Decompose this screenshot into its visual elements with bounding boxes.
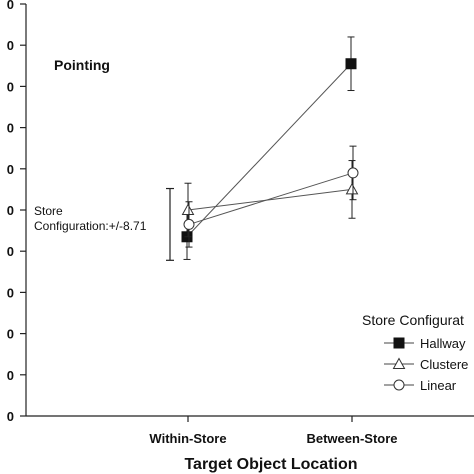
annotation-text-line: Store: [34, 204, 63, 218]
legend-marker: [393, 337, 405, 349]
y-tick-label: 0: [7, 368, 14, 383]
series-hallway: [181, 36, 357, 260]
legend: Store Configurat Hallway Clustere Linear: [362, 312, 468, 393]
y-tick-label: 0: [7, 79, 14, 94]
y-tick-label: 0: [7, 0, 14, 12]
legend-label: Clustere: [420, 357, 468, 372]
y-tick-label: 0: [7, 244, 14, 259]
chart-title: Pointing: [54, 57, 110, 73]
legend-title: Store Configurat: [362, 312, 464, 328]
y-tick-label: 0: [7, 285, 14, 300]
data-point: [181, 203, 195, 215]
x-tick-label: Between-Store: [306, 431, 397, 446]
y-tick-label: 0: [7, 121, 14, 136]
y-tick-label: 0: [7, 327, 14, 342]
series-clustere: [181, 160, 359, 238]
y-tick-label: 0: [7, 409, 14, 424]
series-line: [186, 63, 352, 238]
series-linear: [183, 145, 359, 248]
y-tick-label: 0: [7, 203, 14, 218]
data-point: [345, 182, 359, 195]
annotation-text-line: Configuration:+/-8.71: [34, 219, 147, 233]
legend-marker: [392, 357, 406, 369]
x-axis-label: Target Object Location: [184, 456, 357, 473]
x-axis-ticks: Within-Store Between-Store: [149, 416, 398, 446]
y-tick-label: 0: [7, 38, 14, 53]
data-series: [181, 36, 359, 260]
data-point: [345, 58, 357, 70]
data-point: [183, 218, 195, 230]
y-tick-label: 0: [7, 162, 14, 177]
data-point: [347, 167, 359, 179]
legend-label: Hallway: [420, 336, 466, 351]
series-line: [187, 188, 353, 211]
legend-marker: [393, 379, 405, 391]
x-tick-label: Within-Store: [149, 431, 226, 446]
legend-label: Linear: [420, 378, 457, 393]
series-line: [188, 172, 354, 225]
y-axis-ticks: 0 0 0 0 0 0 0 0 0 0 0: [7, 0, 26, 424]
